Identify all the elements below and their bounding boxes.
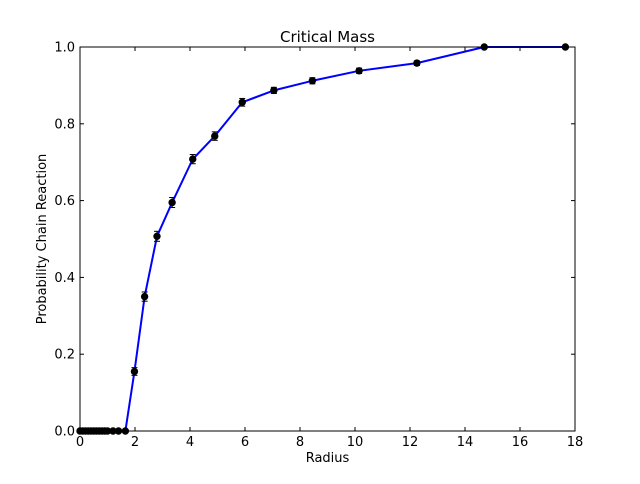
axes-frame <box>79 46 576 432</box>
x-tick-label: 8 <box>296 435 304 450</box>
y-tick-label: 0.0 <box>54 425 75 440</box>
y-tick-label: 0.2 <box>54 348 75 363</box>
data-point <box>308 77 317 85</box>
x-tick-label: 14 <box>457 435 474 450</box>
data-point <box>270 86 278 95</box>
chart-title: Critical Mass <box>280 28 375 46</box>
data-point <box>355 67 363 75</box>
y-tick-label: 0.6 <box>54 194 75 209</box>
y-tick-label: 0.4 <box>54 271 75 286</box>
data-point <box>189 155 197 163</box>
y-axis-label: Probability Chain Reaction <box>35 154 50 325</box>
x-tick-label: 16 <box>512 435 529 450</box>
x-tick-label: 10 <box>347 435 364 450</box>
data-point <box>238 98 246 106</box>
y-tick-label: 0.8 <box>54 117 75 132</box>
x-tick-label: 6 <box>241 435 249 450</box>
data-point <box>153 232 161 241</box>
series-0-line <box>80 46 566 432</box>
plot-layer <box>76 43 570 435</box>
data-point <box>211 132 219 140</box>
data-point <box>413 59 421 67</box>
x-tick-label: 18 <box>567 435 584 450</box>
x-axis-label: Radius <box>306 451 350 466</box>
data-point <box>168 198 176 207</box>
x-tick-label: 12 <box>402 435 419 450</box>
data-point <box>130 367 139 376</box>
x-tick-label: 2 <box>131 435 139 450</box>
data-point <box>140 292 149 301</box>
x-tick-label: 4 <box>186 435 194 450</box>
y-tick-label: 1.0 <box>54 41 75 56</box>
x-tick-label: 0 <box>76 435 84 450</box>
ticks-layer: 0 2 4 6 8 10 12 14 16 18 0.0 0.2 0.4 0.6 0.8 1.0 <box>54 41 583 451</box>
